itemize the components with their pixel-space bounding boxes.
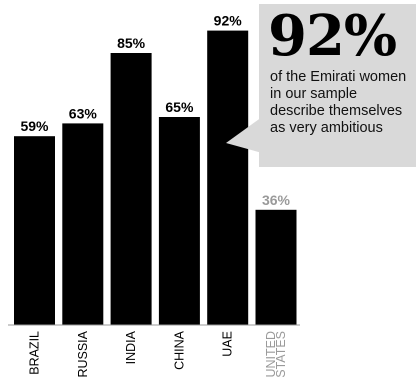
value-label-russia: 63% bbox=[69, 105, 98, 121]
value-label-india: 85% bbox=[117, 35, 146, 51]
value-label-brazil: 59% bbox=[20, 118, 49, 134]
category-label-china: CHINA bbox=[172, 330, 186, 370]
category-label-line-india-0: INDIA bbox=[124, 330, 138, 364]
category-label-india: INDIA bbox=[124, 330, 138, 364]
value-label-china: 65% bbox=[165, 99, 194, 115]
value-label-united-states: 36% bbox=[262, 192, 291, 208]
callout-box bbox=[259, 4, 416, 167]
bar-russia bbox=[62, 123, 104, 326]
bar-india bbox=[110, 53, 152, 325]
category-label-line-united-states-0: UNITED bbox=[264, 331, 278, 378]
category-label-russia: RUSSIA bbox=[76, 330, 90, 377]
bars-layer bbox=[14, 30, 297, 326]
bar-united-states bbox=[255, 209, 297, 325]
category-label-line-china-0: CHINA bbox=[172, 330, 186, 370]
value-label-uae: 92% bbox=[214, 13, 243, 29]
callout-big-number: 92% bbox=[268, 3, 397, 69]
callout-text: of the Emirati women in our sample descr… bbox=[270, 69, 407, 136]
category-label-line-brazil-0: BRAZIL bbox=[28, 331, 42, 375]
bar-uae bbox=[207, 30, 249, 325]
category-label-line-united-states-1: STATES bbox=[274, 331, 288, 378]
category-label-brazil: BRAZIL bbox=[28, 331, 42, 375]
category-label-line-russia-0: RUSSIA bbox=[76, 330, 90, 377]
bar-china bbox=[158, 117, 200, 325]
value-labels-layer: 59% 63% 85% 65% 92% 36% bbox=[20, 13, 290, 208]
bar-brazil bbox=[14, 136, 55, 325]
category-label-uae: UAE bbox=[221, 331, 235, 357]
category-label-line-uae-0: UAE bbox=[221, 331, 235, 357]
callout-pointer bbox=[226, 117, 262, 153]
